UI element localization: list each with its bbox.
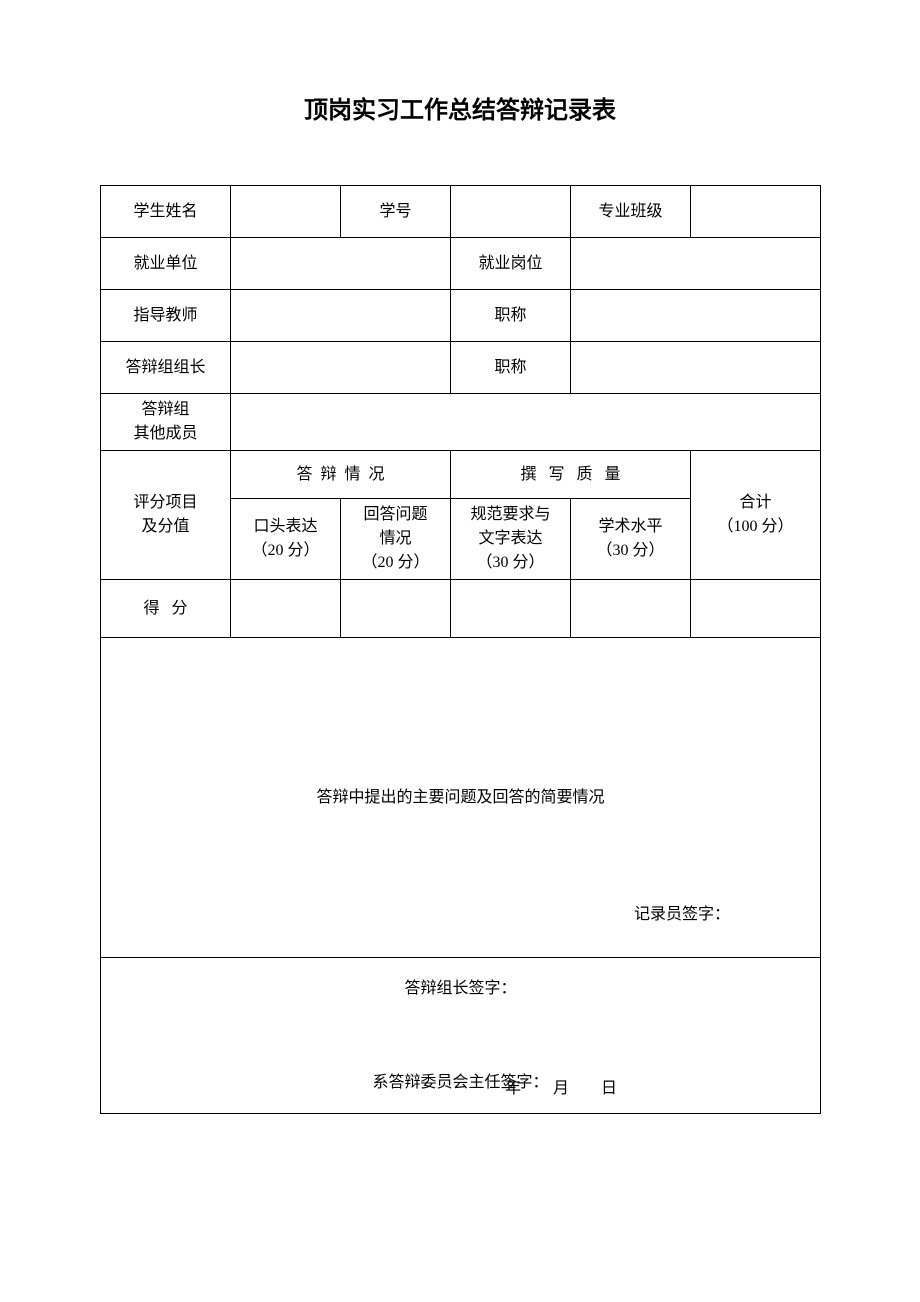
label-spec: 规范要求与 文字表达 （30 分） <box>451 499 571 580</box>
value-defense-leader-title <box>571 342 821 394</box>
value-other-members <box>231 394 821 451</box>
label-score: 得 分 <box>101 580 231 638</box>
label-total: 合计 （100 分） <box>691 451 821 580</box>
label-year: 年 <box>505 1077 521 1101</box>
record-table: 学生姓名 学号 专业班级 就业单位 就业岗位 指导教师 职称 答辩组组长 职称 … <box>100 185 821 1114</box>
label-writing-quality: 撰 写 质 量 <box>451 451 691 499</box>
label-month: 月 <box>553 1077 569 1101</box>
label-academic: 学术水平 （30 分） <box>571 499 691 580</box>
label-oral: 口头表达 （20 分） <box>231 499 341 580</box>
label-main-questions: 答辩中提出的主要问题及回答的简要情况 <box>107 786 814 810</box>
value-score-oral <box>231 580 341 638</box>
label-instructor-title: 职称 <box>451 290 571 342</box>
label-defense-leader-title: 职称 <box>451 342 571 394</box>
label-scoring-items: 评分项目 及分值 <box>101 451 231 580</box>
label-student-name: 学生姓名 <box>101 186 231 238</box>
label-recorder-sig: 记录员签字： <box>634 903 730 927</box>
value-instructor-title <box>571 290 821 342</box>
signatures-cell: 答辩组长签字： 系答辩委员会主任签字： 年 月 日 <box>101 958 821 1114</box>
label-defense-situation: 答 辩 情 况 <box>231 451 451 499</box>
page-title: 顶岗实习工作总结答辩记录表 <box>100 90 820 125</box>
value-job-position <box>571 238 821 290</box>
label-committee-sig: 系答辩委员会主任签字： <box>107 1071 814 1095</box>
value-employer <box>231 238 451 290</box>
label-leader-sig: 答辩组长签字： <box>107 977 814 1001</box>
value-score-spec <box>451 580 571 638</box>
label-other-members: 答辩组 其他成员 <box>101 394 231 451</box>
value-student-name <box>231 186 341 238</box>
value-score-total <box>691 580 821 638</box>
value-instructor <box>231 290 451 342</box>
label-job-position: 就业岗位 <box>451 238 571 290</box>
label-instructor: 指导教师 <box>101 290 231 342</box>
value-class <box>691 186 821 238</box>
value-defense-leader <box>231 342 451 394</box>
value-score-answer <box>341 580 451 638</box>
label-defense-leader: 答辩组组长 <box>101 342 231 394</box>
label-answer: 回答问题 情况 （20 分） <box>341 499 451 580</box>
value-score-academic <box>571 580 691 638</box>
value-student-id <box>451 186 571 238</box>
label-employer: 就业单位 <box>101 238 231 290</box>
date-line: 年 月 日 <box>501 1077 617 1101</box>
main-questions-cell: 答辩中提出的主要问题及回答的简要情况 记录员签字： <box>101 638 821 958</box>
label-class: 专业班级 <box>571 186 691 238</box>
label-day: 日 <box>601 1077 617 1101</box>
label-student-id: 学号 <box>341 186 451 238</box>
